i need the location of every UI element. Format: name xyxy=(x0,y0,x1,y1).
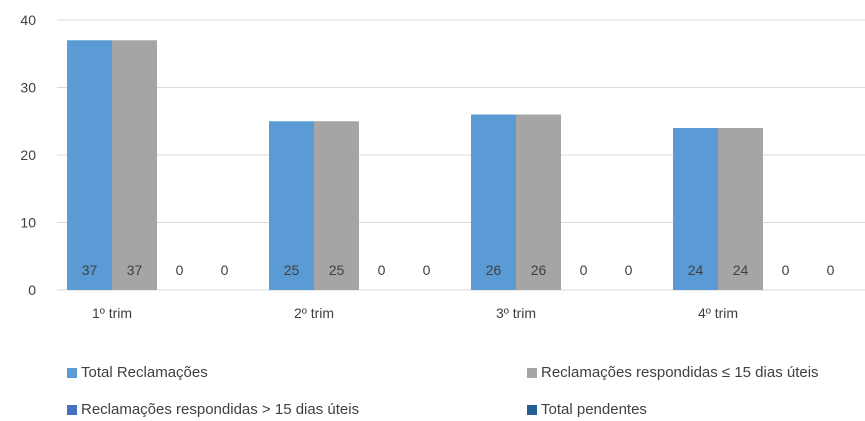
data-label: 24 xyxy=(733,262,749,278)
bar xyxy=(67,40,112,290)
data-label: 0 xyxy=(423,262,431,278)
bar xyxy=(673,128,718,290)
bar xyxy=(718,128,763,290)
data-label: 37 xyxy=(82,262,98,278)
y-tick-label: 20 xyxy=(20,147,36,163)
data-labels: 37 37 0 0 25 25 0 0 26 26 0 0 24 24 0 0 xyxy=(82,262,835,278)
y-tick-label: 30 xyxy=(20,80,36,96)
data-label: 25 xyxy=(284,262,300,278)
bar xyxy=(516,114,561,290)
data-label: 26 xyxy=(486,262,502,278)
bar xyxy=(471,114,516,290)
data-label: 0 xyxy=(221,262,229,278)
data-label: 0 xyxy=(580,262,588,278)
x-tick-label: 4º trim xyxy=(698,305,738,321)
x-tick-label: 2º trim xyxy=(294,305,334,321)
data-label: 25 xyxy=(329,262,345,278)
data-label: 0 xyxy=(378,262,386,278)
y-axis-ticks: 0 10 20 30 40 xyxy=(20,12,36,298)
y-tick-label: 10 xyxy=(20,215,36,231)
bar xyxy=(112,40,157,290)
data-label: 26 xyxy=(531,262,547,278)
data-label: 0 xyxy=(827,262,835,278)
x-axis-ticks: 1º trim 2º trim 3º trim 4º trim xyxy=(92,305,738,321)
data-label: 0 xyxy=(782,262,790,278)
data-label: 24 xyxy=(688,262,704,278)
x-tick-label: 3º trim xyxy=(496,305,536,321)
bar xyxy=(314,121,359,290)
bar xyxy=(269,121,314,290)
data-label: 0 xyxy=(625,262,633,278)
data-label: 37 xyxy=(127,262,143,278)
x-tick-label: 1º trim xyxy=(92,305,132,321)
y-tick-label: 0 xyxy=(28,282,36,298)
y-tick-label: 40 xyxy=(20,12,36,28)
data-label: 0 xyxy=(176,262,184,278)
bars xyxy=(67,40,763,290)
